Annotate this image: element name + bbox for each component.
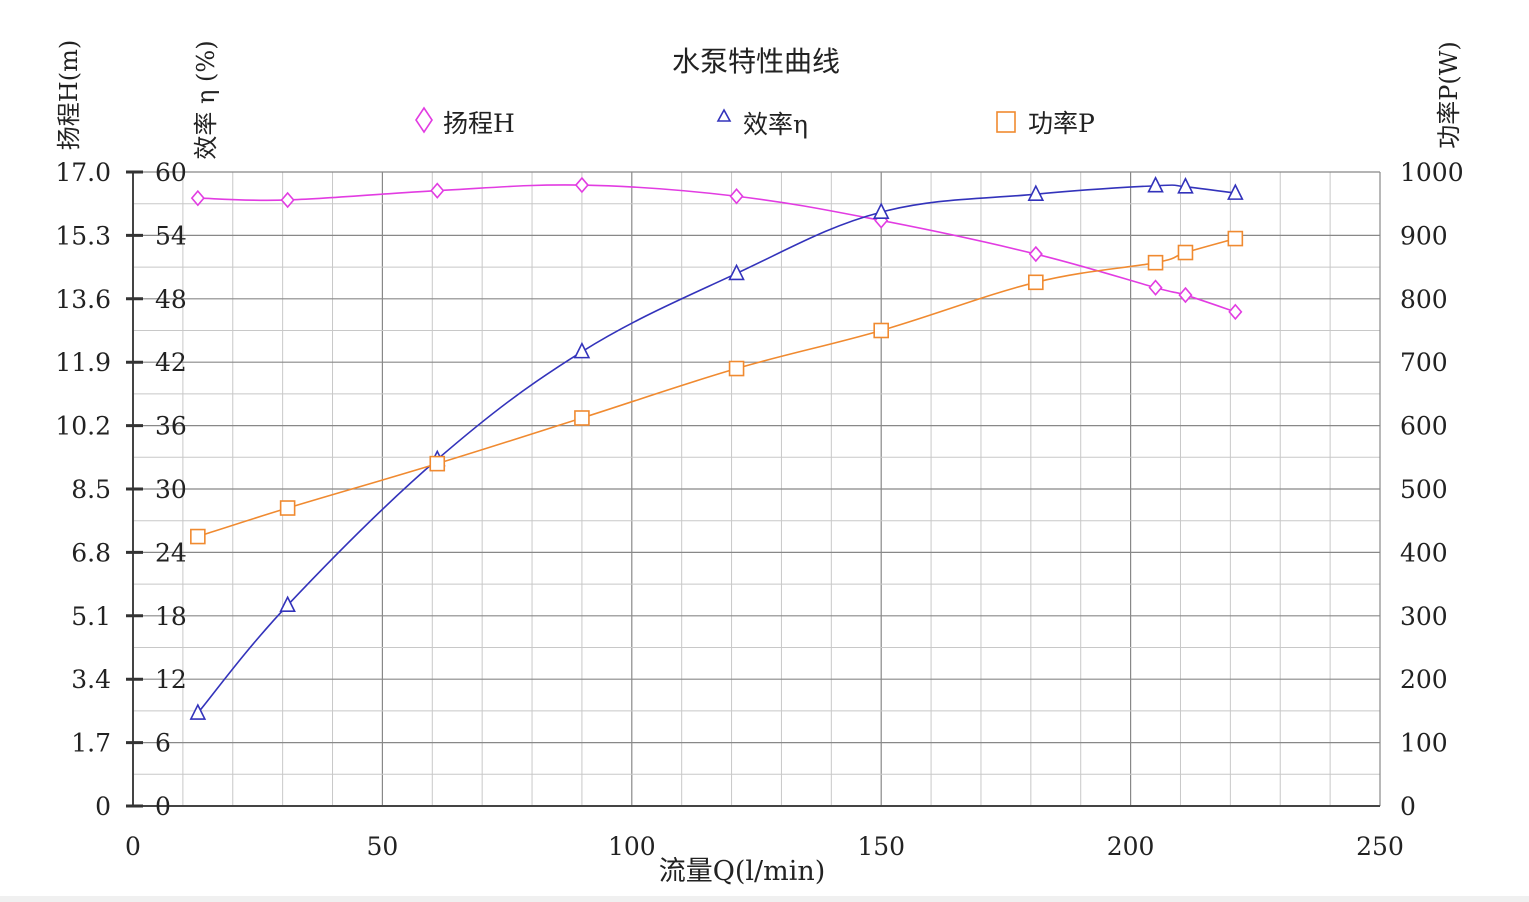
y-tick-label-efficiency: 54 — [155, 221, 187, 250]
data-point-diamond — [1228, 303, 1243, 321]
series-line-efficiency — [197, 184, 1236, 714]
series-efficiency — [189, 175, 1244, 720]
y-axis-label-efficiency: 效率 η (%) — [192, 40, 220, 159]
data-point-diamond — [190, 189, 205, 207]
y-tick-label-efficiency: 48 — [155, 285, 187, 314]
data-point-square — [873, 322, 890, 339]
legend-item-head: 扬程H — [415, 106, 515, 138]
x-tick-label: 250 — [1356, 832, 1404, 861]
data-point-triangle — [279, 595, 296, 613]
y-tick-label-efficiency: 42 — [155, 348, 187, 377]
legend-label-head: 扬程H — [443, 109, 515, 138]
y-tick-label-head: 13.6 — [55, 285, 111, 314]
y-tick-label-efficiency: 6 — [155, 729, 171, 758]
data-point-square — [429, 455, 446, 472]
y-tick-label-efficiency: 24 — [155, 538, 187, 567]
x-tick-label: 200 — [1107, 832, 1155, 861]
data-point-diamond — [1178, 286, 1193, 304]
y-tick-label-power: 0 — [1400, 792, 1416, 821]
y-axis-label-head: 扬程H(m) — [55, 40, 83, 150]
data-point-square — [1227, 230, 1244, 247]
legend-diamond-marker — [415, 106, 433, 134]
y-tick-label-power: 200 — [1400, 665, 1448, 694]
legend-square-marker — [996, 111, 1016, 133]
series — [189, 175, 1244, 720]
grid — [133, 171, 1381, 806]
y-tick-label-head: 15.3 — [55, 221, 111, 250]
y-tick-label-power: 300 — [1400, 602, 1448, 631]
legend-item-efficiency: 效率η — [716, 108, 808, 139]
data-point-diamond — [1148, 279, 1163, 296]
x-tick-label: 50 — [366, 832, 398, 861]
y-tick-label-efficiency: 36 — [155, 412, 187, 441]
y-axis-label-power: 功率P(W) — [1435, 41, 1463, 149]
chart-title: 水泵特性曲线 — [672, 45, 840, 78]
data-point-diamond — [280, 191, 295, 209]
data-point-triangle — [1027, 184, 1045, 201]
x-tick-label: 0 — [125, 832, 141, 861]
data-point-square — [1147, 254, 1164, 271]
y-tick-label-head: 5.1 — [71, 602, 111, 631]
y-tick-label-head: 6.8 — [71, 538, 111, 567]
legend: 扬程H 效率η 功率P — [415, 106, 1095, 139]
data-point-triangle — [1227, 183, 1244, 200]
data-point-diamond — [430, 182, 445, 199]
data-point-triangle — [1147, 175, 1164, 193]
y-tick-label-head: 0 — [95, 792, 111, 821]
data-point-triangle — [728, 263, 745, 281]
data-point-diamond — [729, 188, 744, 205]
y-tick-label-power: 400 — [1400, 538, 1448, 567]
data-point-diamond — [1028, 245, 1043, 263]
bottom-border — [0, 896, 1529, 902]
y-tick-label-efficiency: 30 — [155, 475, 187, 504]
y-tick-label-head: 8.5 — [71, 475, 111, 504]
y-tick-label-power: 500 — [1400, 475, 1448, 504]
y-tick-label-power: 800 — [1400, 285, 1448, 314]
legend-triangle-marker — [716, 108, 732, 122]
data-point-diamond — [574, 176, 589, 194]
x-tick-label: 150 — [857, 832, 905, 861]
y-tick-label-head: 11.9 — [55, 348, 111, 377]
data-point-triangle — [573, 341, 591, 359]
y-tick-label-efficiency: 18 — [155, 602, 187, 631]
y-tick-label-efficiency: 0 — [155, 792, 171, 821]
data-point-square — [1028, 274, 1044, 291]
y-tick-label-efficiency: 12 — [155, 665, 187, 694]
y-tick-label-efficiency: 60 — [155, 158, 187, 187]
y-tick-label-power: 900 — [1400, 221, 1448, 250]
series-head — [190, 176, 1243, 321]
legend-label-power: 功率P — [1028, 109, 1095, 138]
y-tick-label-power: 1000 — [1400, 158, 1464, 187]
y-tick-label-power: 100 — [1400, 729, 1448, 758]
data-point-square — [190, 528, 206, 545]
data-point-square — [1177, 244, 1194, 261]
legend-item-power: 功率P — [996, 109, 1095, 138]
y-tick-label-power: 700 — [1400, 348, 1448, 377]
series-power — [190, 230, 1244, 545]
y-tick-label-head: 10.2 — [55, 412, 111, 441]
data-point-triangle — [1177, 177, 1194, 194]
y-tick-label-head: 3.4 — [71, 665, 111, 694]
y-tick-label-head: 1.7 — [71, 729, 111, 758]
data-point-square — [728, 360, 745, 377]
y-tick-label-power: 600 — [1400, 412, 1448, 441]
x-tick-label: 100 — [608, 832, 656, 861]
y-tick-label-head: 17.0 — [55, 158, 111, 187]
x-axis-label: 流量Q(l/min) — [659, 856, 826, 887]
data-point-triangle — [189, 703, 207, 720]
data-point-square — [574, 410, 590, 426]
data-point-triangle — [872, 202, 890, 219]
legend-label-efficiency: 效率η — [743, 110, 808, 139]
data-point-square — [279, 500, 296, 516]
